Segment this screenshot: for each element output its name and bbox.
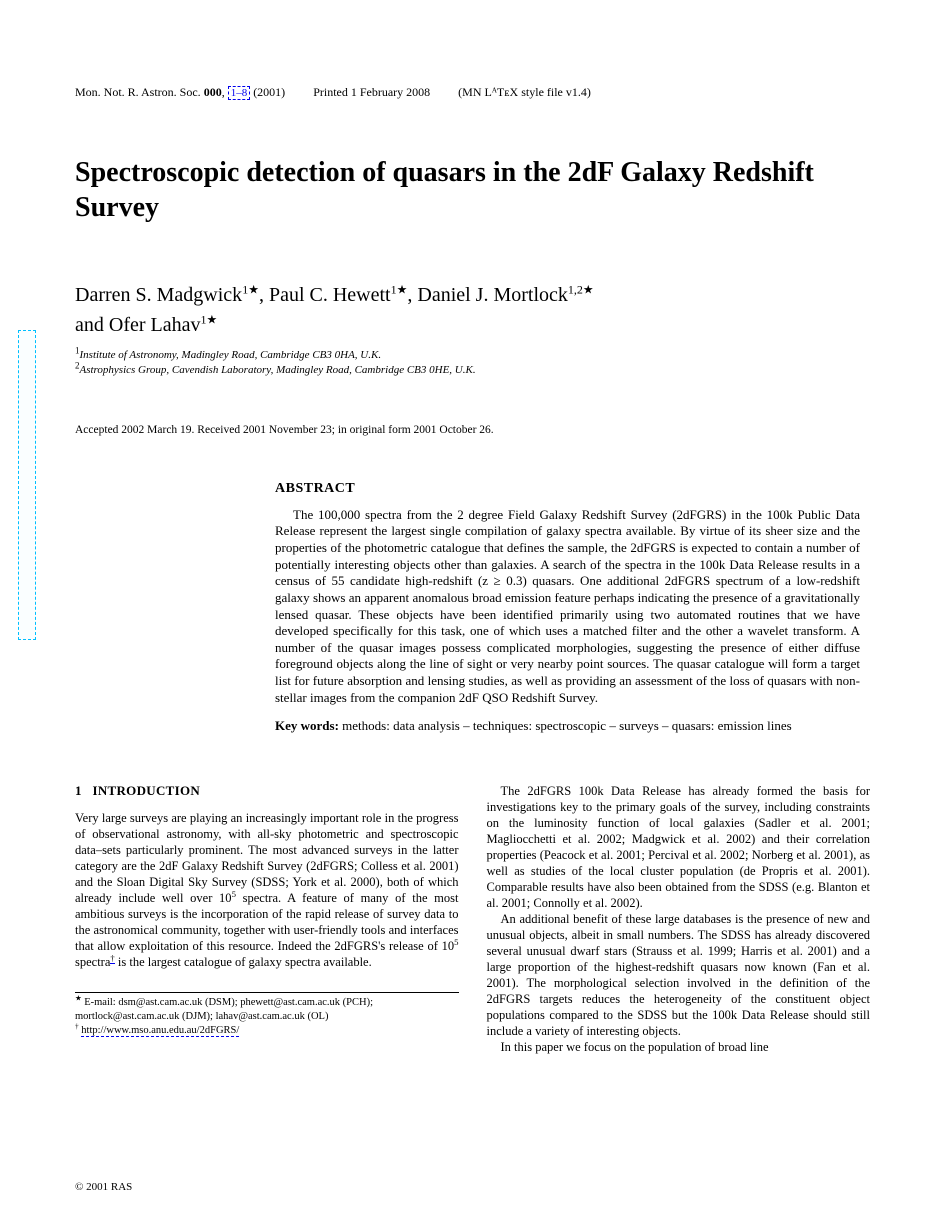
footnote-url-line: † http://www.mso.anu.edu.au/2dFGRS/ (75, 1024, 459, 1038)
affiliations: 1Institute of Astronomy, Madingley Road,… (75, 348, 870, 379)
intro-para-1: Very large surveys are playing an increa… (75, 810, 459, 970)
author-4: and Ofer Lahav (75, 314, 201, 336)
keywords-text: methods: data analysis – techniques: spe… (339, 718, 792, 733)
footnote-email-text: E-mail: dsm@ast.cam.ac.uk (DSM); phewett… (75, 997, 373, 1022)
affil-1: Institute of Astronomy, Madingley Road, … (80, 349, 382, 361)
copyright-line: © 2001 RAS (75, 1181, 132, 1193)
author-list: Darren S. Madgwick1★, Paul C. Hewett1★, … (75, 280, 870, 340)
journal-pages[interactable]: 1–8 (228, 86, 251, 100)
intro-p1-sup2: 5 (454, 937, 458, 947)
paper-title: Spectroscopic detection of quasars in th… (75, 155, 870, 225)
left-column: 1 INTRODUCTION Very large surveys are pl… (75, 783, 459, 1055)
abstract-text: The 100,000 spectra from the 2 degree Fi… (275, 507, 860, 707)
journal-ref: Mon. Not. R. Astron. Soc. 000, 1–8 (2001… (75, 85, 285, 100)
journal-header: Mon. Not. R. Astron. Soc. 000, 1–8 (2001… (75, 85, 870, 100)
affil-2: Astrophysics Group, Cavendish Laboratory… (80, 364, 476, 376)
abstract-section: ABSTRACT The 100,000 spectra from the 2 … (275, 481, 860, 735)
author-sep-2: , Daniel J. Mortlock (407, 284, 568, 306)
journal-volume: 000 (204, 85, 222, 99)
author-4-affil: 1★ (201, 312, 218, 326)
intro-para-3: An additional benefit of these large dat… (487, 911, 871, 1039)
intro-p1c: spectra (75, 955, 110, 969)
section-number: 1 (75, 783, 82, 798)
journal-name: Mon. Not. R. Astron. Soc. (75, 85, 201, 99)
author-3-affil: 1,2★ (568, 282, 594, 296)
abstract-heading: ABSTRACT (275, 481, 860, 497)
printed-date: Printed 1 February 2008 (313, 85, 430, 100)
author-sep-1: , Paul C. Hewett (259, 284, 391, 306)
intro-p1d: is the largest catalogue of galaxy spect… (115, 955, 372, 969)
body-columns: 1 INTRODUCTION Very large surveys are pl… (75, 783, 870, 1055)
style-file: (MN LᴬTᴇX style file v1.4) (458, 85, 591, 100)
section-title: INTRODUCTION (92, 783, 200, 798)
keywords-label: Key words: (275, 718, 339, 733)
footnote-emails: ★ E-mail: dsm@ast.cam.ac.uk (DSM); phewe… (75, 996, 459, 1024)
section-1-header: 1 INTRODUCTION (75, 783, 459, 800)
arxiv-sidebar-placeholder (18, 330, 36, 640)
intro-para-4: In this paper we focus on the population… (487, 1039, 871, 1055)
footnotes: ★ E-mail: dsm@ast.cam.ac.uk (DSM); phewe… (75, 992, 459, 1039)
footnote-star: ★ (75, 993, 82, 1002)
journal-year: (2001) (253, 85, 285, 99)
author-2-affil: 1★ (391, 282, 408, 296)
intro-para-2: The 2dFGRS 100k Data Release has already… (487, 783, 871, 911)
footnote-url[interactable]: http://www.mso.anu.edu.au/2dFGRS/ (81, 1025, 239, 1037)
accepted-dates: Accepted 2002 March 19. Received 2001 No… (75, 424, 870, 436)
author-1: Darren S. Madgwick (75, 284, 242, 306)
author-1-affil: 1★ (242, 282, 259, 296)
right-column: The 2dFGRS 100k Data Release has already… (487, 783, 871, 1055)
keywords-line: Key words: methods: data analysis – tech… (275, 718, 860, 735)
footnote-dagger: † (75, 1022, 79, 1031)
